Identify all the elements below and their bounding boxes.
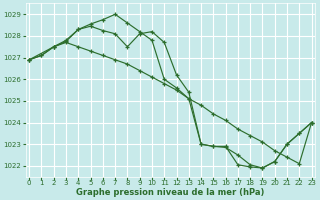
X-axis label: Graphe pression niveau de la mer (hPa): Graphe pression niveau de la mer (hPa) bbox=[76, 188, 265, 197]
